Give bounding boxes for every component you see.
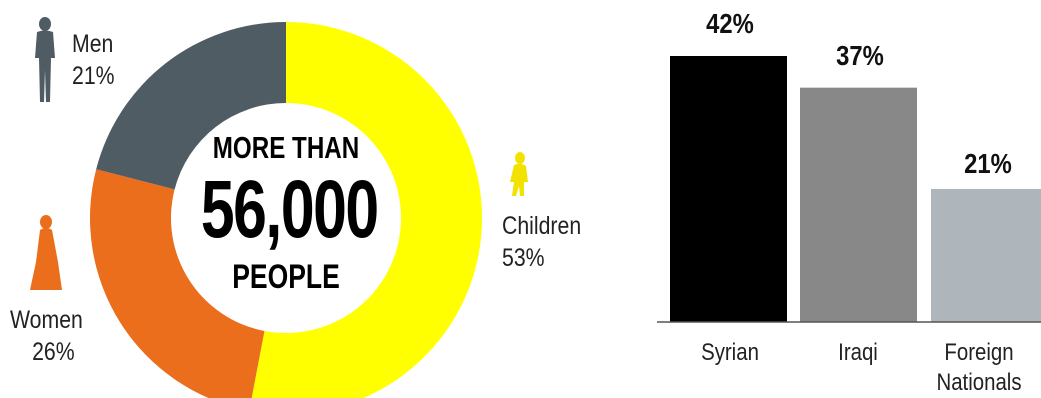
donut-center-line1: MORE THAN: [212, 130, 360, 165]
bar-syrian: [670, 56, 787, 322]
children-label-name: Children: [502, 212, 582, 240]
donut-slices: [90, 21, 482, 398]
women-label: Women 26%: [10, 304, 83, 368]
woman-silhouette-icon: [30, 215, 62, 290]
bar-category-syrian: Syrian: [701, 339, 759, 366]
women-label-name: Women: [10, 306, 83, 334]
men-label-value: 21%: [72, 62, 115, 90]
bar-value-label-foreign: 21%: [964, 148, 1012, 179]
women-label-value: 26%: [32, 338, 75, 366]
man-silhouette-icon: [35, 17, 55, 102]
donut-center-line3: PEOPLE: [232, 258, 340, 296]
donut-slice-men: [96, 21, 286, 190]
children-label-value: 53%: [502, 244, 545, 272]
bar-value-label-iraqi: 37%: [836, 40, 884, 71]
donut-center-total: 56,000: [200, 164, 379, 255]
bar-category-foreign: Foreign Nationals: [936, 339, 1022, 396]
bar-foreign-nationals: [931, 189, 1041, 322]
bar-group: [670, 56, 1041, 323]
bar-category-iraqi: Iraqi: [838, 339, 878, 366]
bar-iraqi: [800, 87, 917, 323]
donut-slice-children: [251, 22, 482, 398]
children-label: Children 53%: [502, 210, 581, 274]
men-label-name: Men: [72, 30, 114, 58]
child-silhouette-icon: [510, 152, 528, 196]
donut-slice-women: [90, 169, 265, 398]
bar-value-label-syrian: 42%: [706, 8, 754, 39]
men-label: Men 21%: [72, 28, 115, 92]
